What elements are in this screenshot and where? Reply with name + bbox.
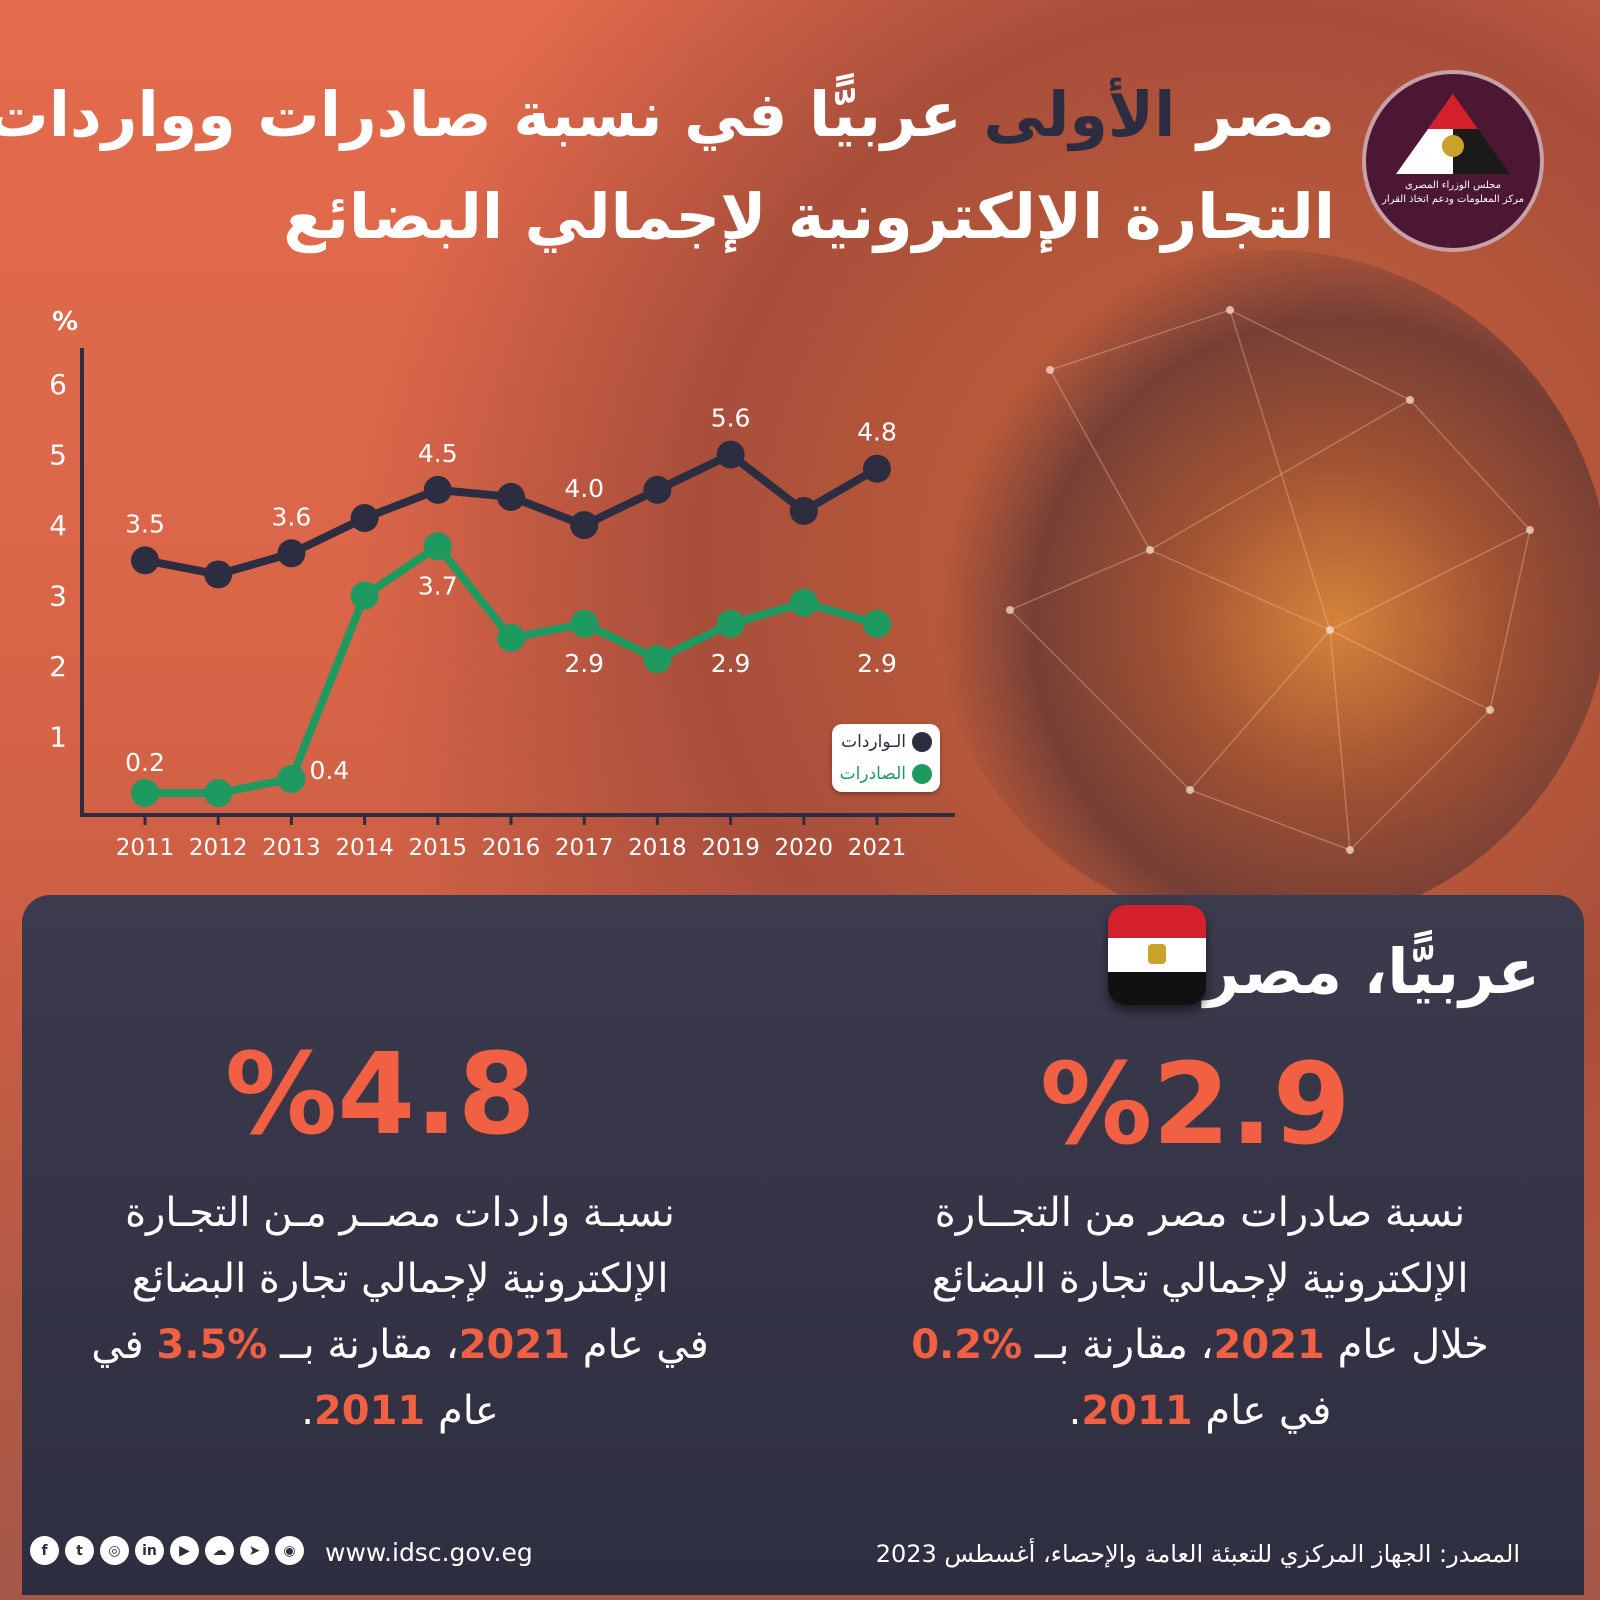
- data-point: [423, 475, 452, 504]
- youtube-icon[interactable]: ▶: [170, 1536, 199, 1565]
- data-label: 0.4: [310, 756, 350, 785]
- globe-background: [930, 250, 1600, 930]
- data-point: [204, 560, 233, 589]
- facebook-icon[interactable]: f: [30, 1536, 59, 1565]
- exports-desc-line3: خلال عام 2021، مقارنة بــ %0.2: [911, 1322, 1489, 1368]
- data-point: [863, 609, 891, 638]
- imports-desc-line3: في عام 2021، مقارنة بــ %3.5 في: [91, 1322, 709, 1368]
- data-point: [423, 532, 452, 561]
- data-point: [277, 764, 306, 793]
- exports-value: %2.9: [1040, 1040, 1351, 1170]
- x-tick-label: 2016: [482, 835, 541, 861]
- egypt-flag-icon: [1108, 905, 1206, 1005]
- data-label: 2.9: [711, 649, 751, 678]
- data-point: [350, 581, 379, 610]
- exports-description: نسبة صادرات مصر من التجــارة الإلكترونية…: [900, 1180, 1500, 1444]
- source-note: المصدر: الجهاز المركزي للتعبئة العامة وا…: [875, 1540, 1520, 1568]
- imports-desc-line2: الإلكترونية لإجمالي تجارة البضائع: [131, 1256, 669, 1302]
- imports-desc-line4: عام 2011.: [301, 1388, 499, 1434]
- legend-swatch-imports: [912, 732, 932, 752]
- data-label: 4.0: [564, 474, 604, 503]
- chart-legend: الـواردات الصادرات: [832, 724, 940, 792]
- exports-desc-line4: في عام 2011.: [1068, 1388, 1332, 1434]
- data-label: 3.7: [418, 571, 458, 600]
- y-tick-label: 5: [49, 439, 67, 472]
- data-point: [716, 609, 745, 638]
- y-tick-label: 3: [49, 580, 67, 613]
- data-point: [570, 609, 599, 638]
- x-tick-label: 2020: [775, 835, 834, 861]
- legend-item-imports: الـواردات: [841, 732, 932, 752]
- idsc-logo: مجلس الوزراء المصرى مركز المعلومات ودعم …: [1362, 70, 1544, 252]
- data-label: 5.6: [711, 404, 751, 433]
- legend-swatch-exports: [912, 764, 932, 784]
- legend-label-exports: الصادرات: [839, 764, 906, 784]
- x-tick-label: 2011: [116, 835, 175, 861]
- data-label: 4.8: [857, 418, 897, 447]
- title-highlight: الأولى: [983, 78, 1176, 151]
- x-tick-label: 2018: [628, 835, 687, 861]
- data-point: [497, 623, 525, 652]
- data-label: 2.9: [857, 649, 897, 678]
- x-tick-label: 2012: [189, 835, 248, 861]
- pyramid-icon: [1396, 94, 1510, 174]
- x-tick-label: 2014: [335, 835, 394, 861]
- imports-value: %4.8: [225, 1030, 536, 1160]
- series-line-0: [144, 450, 880, 579]
- data-point: [643, 645, 672, 674]
- data-point: [789, 497, 818, 525]
- data-point: [350, 504, 379, 533]
- imports-desc-line1: نسبـة واردات مصــر مـن التجـارة: [125, 1190, 675, 1236]
- network-lines-decoration: [1006, 306, 1534, 854]
- x-tick-label: 2015: [409, 835, 468, 861]
- y-tick-label: 6: [49, 368, 67, 401]
- data-point: [131, 546, 159, 575]
- data-label: 0.2: [125, 748, 165, 777]
- legend-label-imports: الـواردات: [841, 732, 906, 752]
- data-point: [277, 539, 306, 568]
- y-tick-label: 2: [49, 650, 67, 683]
- data-point: [204, 779, 233, 807]
- legend-item-exports: الصادرات: [840, 764, 932, 784]
- y-tick-label: 1: [49, 721, 67, 754]
- page-title-line2: التجارة الإلكترونية لإجمالي البضائع: [283, 180, 1335, 253]
- data-label: 3.6: [272, 502, 312, 531]
- podcast-icon[interactable]: ◉: [275, 1536, 304, 1565]
- y-axis-unit-label: %: [52, 307, 78, 337]
- telegram-icon[interactable]: ➤: [240, 1536, 269, 1565]
- data-point: [570, 511, 599, 540]
- twitter-icon[interactable]: t: [65, 1536, 94, 1565]
- data-label: 4.5: [418, 439, 458, 468]
- x-tick-label: 2019: [701, 835, 760, 861]
- line-chart: % 1 2 3 4 5 6 2011 2012 2013 2014 2015 2016 2017 2018 2…: [49, 307, 955, 861]
- logo-line2: مركز المعلومات ودعم اتخاذ القرار: [1381, 194, 1525, 205]
- data-point: [863, 454, 891, 483]
- x-tick-label: 2017: [555, 835, 614, 861]
- instagram-icon[interactable]: ◎: [100, 1536, 129, 1565]
- data-point: [497, 482, 525, 511]
- data-label: 3.5: [125, 509, 165, 538]
- logo-line1: مجلس الوزراء المصرى: [1405, 180, 1501, 191]
- summary-heading: عربيًّا، مصر:: [1179, 935, 1540, 1008]
- data-label: 2.9: [564, 649, 604, 678]
- data-point: [716, 440, 745, 469]
- x-tick-label: 2013: [262, 835, 321, 861]
- series-line-1: [145, 542, 879, 797]
- website-link[interactable]: www.idsc.gov.eg: [325, 1538, 533, 1567]
- data-point: [643, 475, 672, 504]
- x-tick-label: 2021: [848, 835, 907, 861]
- exports-desc-line2: الإلكترونية لإجمالي تجارة البضائع: [931, 1256, 1469, 1302]
- soundcloud-icon[interactable]: ☁: [205, 1536, 234, 1565]
- summary-panel: [22, 895, 1584, 1595]
- social-icons: f t ◎ in ▶ ☁ ➤ ◉: [30, 1536, 304, 1565]
- page-title-line1: مصر الأولى عربيًّا في نسبة صادرات وواردا…: [0, 78, 1335, 151]
- linkedin-icon[interactable]: in: [135, 1536, 164, 1565]
- data-point: [789, 588, 818, 617]
- exports-desc-line1: نسبة صادرات مصر من التجــارة: [934, 1190, 1466, 1236]
- y-tick-label: 4: [49, 509, 67, 542]
- imports-description: نسبـة واردات مصــر مـن التجـارة الإلكترو…: [90, 1180, 710, 1444]
- data-point: [131, 779, 159, 807]
